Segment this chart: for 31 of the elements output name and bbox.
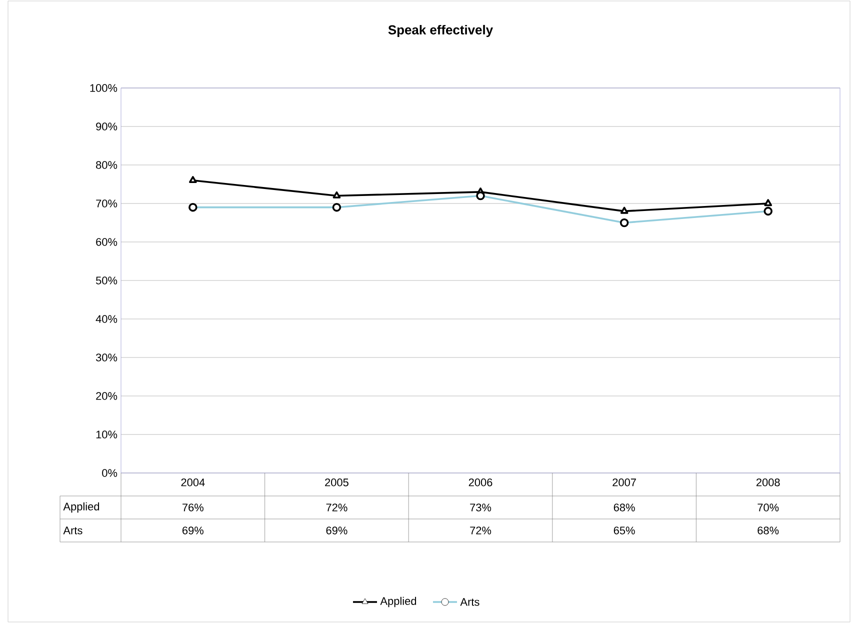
y-tick-label: 90% bbox=[96, 122, 118, 130]
data-label: 69% bbox=[326, 526, 348, 534]
y-tick-label: 10% bbox=[96, 430, 118, 438]
x-tick-label: 2006 bbox=[468, 478, 492, 486]
x-tick-label: 2005 bbox=[325, 478, 348, 486]
text: Arts bbox=[63, 526, 82, 534]
data-label: 72% bbox=[326, 504, 348, 512]
x-tick-label: 2008 bbox=[756, 478, 780, 486]
y-tick-label: 100% bbox=[90, 84, 118, 92]
y-tick-label: 20% bbox=[96, 392, 118, 400]
y-tick-label: 70% bbox=[96, 200, 118, 208]
x-tick-label: 2007 bbox=[612, 478, 636, 486]
data-label: 65% bbox=[614, 526, 635, 534]
legend-label: Arts bbox=[460, 598, 480, 606]
data-label: 68% bbox=[614, 504, 635, 512]
data-label: 70% bbox=[758, 504, 779, 512]
y-tick-label: 30% bbox=[96, 354, 118, 362]
y-tick-label: 80% bbox=[96, 161, 118, 169]
y-tick-label: 60% bbox=[96, 238, 118, 246]
data-label: 73% bbox=[470, 504, 492, 512]
data-label: 69% bbox=[182, 526, 204, 534]
legend-label: Applied bbox=[380, 596, 416, 608]
y-tick-label: 40% bbox=[96, 315, 118, 323]
text: Applied bbox=[63, 502, 100, 513]
data-label: 68% bbox=[758, 526, 779, 534]
chart-title: Speak effectively bbox=[388, 24, 493, 38]
y-tick-label: 50% bbox=[96, 276, 118, 284]
data-label: 72% bbox=[470, 526, 492, 534]
data-label: 76% bbox=[182, 504, 204, 512]
y-tick-label: 0% bbox=[102, 469, 118, 477]
x-tick-label: 2004 bbox=[181, 478, 205, 486]
